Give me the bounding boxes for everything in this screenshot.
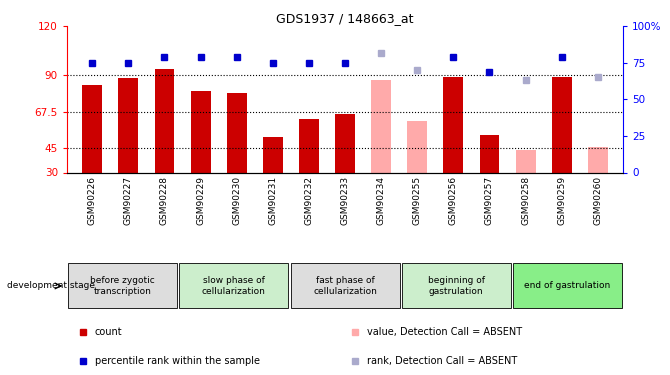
Bar [480,135,499,172]
Text: rank, Detection Call = ABSENT: rank, Detection Call = ABSENT [367,357,517,366]
Text: count: count [95,327,123,337]
Text: GSM90230: GSM90230 [232,176,241,225]
Title: GDS1937 / 148663_at: GDS1937 / 148663_at [276,12,414,25]
Text: GSM90227: GSM90227 [124,176,133,225]
Bar [155,69,174,172]
Text: GSM90232: GSM90232 [304,176,314,225]
Bar [444,76,464,172]
Text: beginning of
gastrulation: beginning of gastrulation [427,276,485,296]
Bar [263,137,283,172]
Text: GSM90228: GSM90228 [160,176,169,225]
Text: slow phase of
cellularization: slow phase of cellularization [202,276,266,296]
Bar [407,120,427,172]
Text: GSM90233: GSM90233 [340,176,350,225]
Bar [516,150,535,172]
Text: GSM90229: GSM90229 [196,176,205,225]
Bar [68,263,177,308]
Text: GSM90258: GSM90258 [521,176,530,225]
Text: GSM90257: GSM90257 [485,176,494,225]
Bar [513,263,622,308]
Bar [82,85,103,172]
Bar [402,263,511,308]
Bar [552,76,572,172]
Bar [291,263,399,308]
Text: end of gastrulation: end of gastrulation [525,281,610,290]
Bar [180,263,288,308]
Bar [588,147,608,172]
Bar [226,93,247,172]
Text: development stage: development stage [7,281,94,290]
Text: GSM90231: GSM90231 [268,176,277,225]
Text: GSM90256: GSM90256 [449,176,458,225]
Bar [335,114,355,172]
Text: before zygotic
transcription: before zygotic transcription [90,276,155,296]
Bar [119,78,138,172]
Bar [299,119,319,172]
Bar [191,91,210,172]
Bar [371,80,391,172]
Text: GSM90226: GSM90226 [88,176,96,225]
Text: GSM90234: GSM90234 [377,176,386,225]
Text: GSM90259: GSM90259 [557,176,566,225]
Text: GSM90260: GSM90260 [594,176,602,225]
Text: percentile rank within the sample: percentile rank within the sample [95,357,260,366]
Text: fast phase of
cellularization: fast phase of cellularization [313,276,377,296]
Text: value, Detection Call = ABSENT: value, Detection Call = ABSENT [367,327,523,337]
Text: GSM90255: GSM90255 [413,176,422,225]
